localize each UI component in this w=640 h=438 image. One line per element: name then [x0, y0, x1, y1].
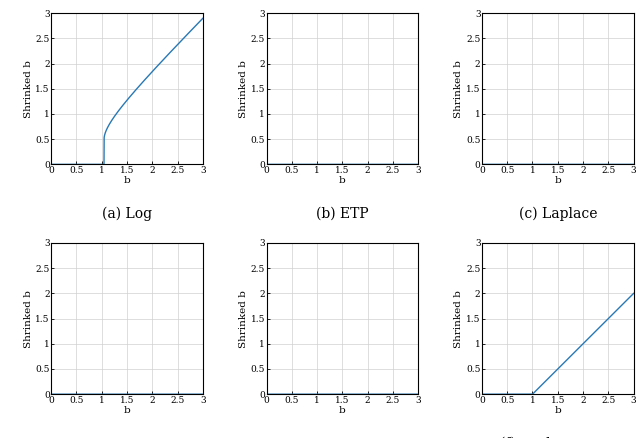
Y-axis label: Shrinked b: Shrinked b	[239, 60, 248, 118]
Y-axis label: Shrinked b: Shrinked b	[24, 290, 33, 347]
Text: (a) Log: (a) Log	[102, 207, 152, 221]
Text: (d) $S_p$ with $p = 0.1$: (d) $S_p$ with $p = 0.1$	[67, 437, 187, 438]
Text: (b) ETP: (b) ETP	[316, 207, 369, 221]
X-axis label: b: b	[554, 176, 561, 185]
X-axis label: b: b	[339, 176, 346, 185]
X-axis label: b: b	[124, 406, 131, 415]
Text: (f) nuclear norm: (f) nuclear norm	[500, 437, 616, 438]
Text: (c) Laplace: (c) Laplace	[518, 207, 597, 221]
X-axis label: b: b	[124, 176, 131, 185]
Y-axis label: Shrinked b: Shrinked b	[454, 290, 463, 347]
Y-axis label: Shrinked b: Shrinked b	[239, 290, 248, 347]
Text: (e) $S_p$ with $p = 0.5$: (e) $S_p$ with $p = 0.5$	[283, 437, 402, 438]
Y-axis label: Shrinked b: Shrinked b	[454, 60, 463, 118]
Y-axis label: Shrinked b: Shrinked b	[24, 60, 33, 118]
X-axis label: b: b	[339, 406, 346, 415]
X-axis label: b: b	[554, 406, 561, 415]
